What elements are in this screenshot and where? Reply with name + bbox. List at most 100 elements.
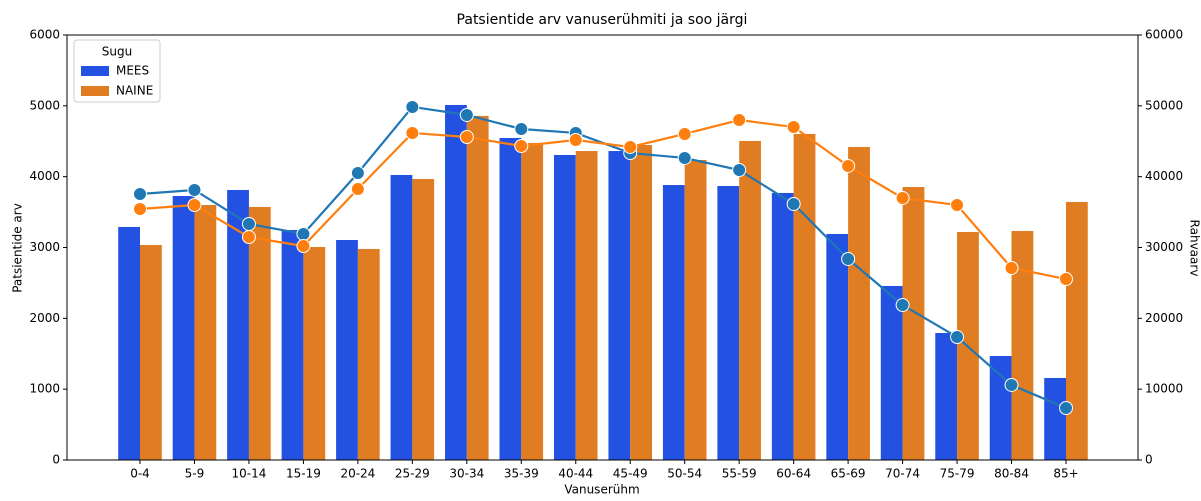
line-point <box>1060 273 1073 286</box>
bar <box>903 187 925 460</box>
line-point <box>624 140 637 153</box>
x-tick-label: 40-44 <box>558 467 593 481</box>
bar <box>717 186 739 460</box>
line-point <box>896 191 909 204</box>
line-point <box>733 164 746 177</box>
x-tick-label: 70-74 <box>885 467 920 481</box>
x-axis-label: Vanuserühm <box>564 483 639 497</box>
line-point <box>733 114 746 127</box>
line-point <box>134 188 147 201</box>
bar <box>358 249 380 460</box>
bar <box>576 151 598 460</box>
line-point <box>951 331 964 344</box>
line-point <box>188 183 201 196</box>
bar <box>391 175 413 460</box>
line-point <box>951 199 964 212</box>
bar <box>630 145 652 460</box>
x-tick-label: 45-49 <box>613 467 648 481</box>
line-point <box>569 133 582 146</box>
line-point <box>460 131 473 144</box>
y-axis-label: Patsientide arv <box>11 203 25 293</box>
line-point <box>842 159 855 172</box>
x-tick-label: 25-29 <box>395 467 430 481</box>
bar <box>794 134 816 460</box>
y-tick-label: 2000 <box>29 311 60 325</box>
line-point <box>678 151 691 164</box>
x-tick-label: 30-34 <box>449 467 484 481</box>
line-point <box>678 127 691 140</box>
y-tick-label: 1000 <box>29 382 60 396</box>
line-point <box>1005 261 1018 274</box>
x-tick-label: 15-19 <box>286 467 321 481</box>
y2-tick-label: 10000 <box>1145 382 1183 396</box>
bar <box>336 240 358 460</box>
y-tick-label: 5000 <box>29 98 60 112</box>
y2-tick-label: 30000 <box>1145 240 1183 254</box>
bar <box>412 179 434 460</box>
bar <box>303 247 325 460</box>
bar <box>935 333 957 460</box>
line-point <box>896 299 909 312</box>
bar <box>685 160 707 460</box>
line-point <box>242 231 255 244</box>
line-point <box>351 182 364 195</box>
y2-tick-label: 40000 <box>1145 169 1183 183</box>
bar <box>249 207 271 460</box>
x-tick-label: 50-54 <box>667 467 702 481</box>
bar <box>848 147 870 460</box>
x-tick-label: 85+ <box>1053 467 1078 481</box>
bar <box>173 196 195 460</box>
bar <box>282 230 304 460</box>
bar <box>194 205 216 460</box>
y-tick-label: 6000 <box>29 28 60 42</box>
x-tick-label: 65-69 <box>831 467 866 481</box>
line-point <box>242 217 255 230</box>
x-tick-label: 0-4 <box>130 467 150 481</box>
x-tick-label: 55-59 <box>722 467 757 481</box>
legend-label: NAINE <box>116 84 153 98</box>
line-point <box>515 139 528 152</box>
bar <box>772 193 794 460</box>
x-tick-label: 35-39 <box>504 467 539 481</box>
y-tick-label: 3000 <box>29 240 60 254</box>
bar <box>500 138 522 460</box>
bar <box>521 143 543 460</box>
x-tick-label: 75-79 <box>940 467 975 481</box>
line-point <box>787 198 800 211</box>
bar <box>881 286 903 460</box>
line-point <box>406 126 419 139</box>
line-point <box>1060 402 1073 415</box>
y2-tick-label: 20000 <box>1145 311 1183 325</box>
legend-label: MEES <box>116 64 149 78</box>
line-point <box>134 202 147 215</box>
x-tick-label: 5-9 <box>185 467 205 481</box>
line-point <box>188 199 201 212</box>
x-tick-label: 80-84 <box>994 467 1029 481</box>
line-point <box>842 252 855 265</box>
bar <box>663 185 685 460</box>
bar <box>554 155 576 460</box>
line <box>140 120 1066 279</box>
y2-tick-label: 0 <box>1145 453 1153 467</box>
y2-tick-label: 50000 <box>1145 98 1183 112</box>
line-point <box>351 166 364 179</box>
line <box>140 107 1066 408</box>
y-tick-label: 4000 <box>29 169 60 183</box>
bar <box>608 151 630 460</box>
y2-axis-label: Rahvaarv <box>1188 220 1201 277</box>
bar <box>140 245 162 460</box>
x-tick-label: 60-64 <box>776 467 811 481</box>
line-point <box>1005 378 1018 391</box>
legend-swatch <box>81 66 109 76</box>
legend: Sugu MEES NAINE <box>74 40 160 102</box>
y2-tick-label: 60000 <box>1145 28 1183 42</box>
bar <box>739 141 761 460</box>
line-point <box>297 227 310 240</box>
line-point <box>787 121 800 134</box>
x-tick-label: 10-14 <box>232 467 267 481</box>
legend-title: Sugu <box>102 45 132 59</box>
x-tick-label: 20-24 <box>340 467 375 481</box>
bar <box>467 116 489 460</box>
bar <box>445 105 467 460</box>
